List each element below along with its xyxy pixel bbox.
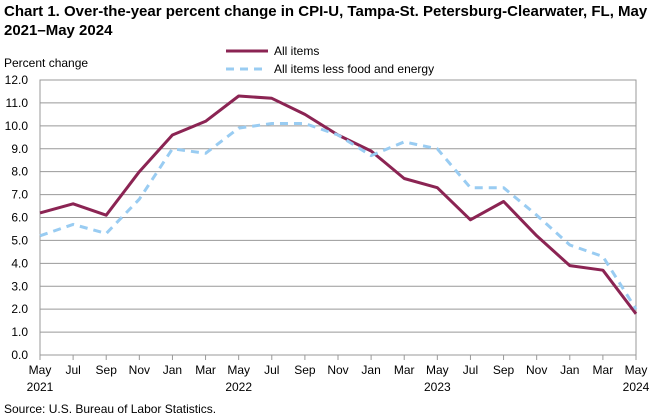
legend-label-core: All items less food and energy bbox=[274, 62, 434, 76]
legend: All items All items less food and energy bbox=[226, 44, 434, 76]
chart-title: Chart 1. Over-the-year percent change in… bbox=[4, 3, 648, 39]
x-tick-label: Mar bbox=[593, 363, 614, 377]
x-tick-label: Nov bbox=[526, 363, 547, 377]
x-tick-label: Jan bbox=[560, 363, 579, 377]
x-tick-label: Nov bbox=[327, 363, 348, 377]
x-year-label: 2022 bbox=[225, 380, 252, 394]
x-tick-label: May bbox=[29, 363, 52, 377]
x-tick-label: Sep bbox=[294, 363, 316, 377]
y-tick-label: 8.0 bbox=[11, 165, 28, 179]
x-tick-label: Jan bbox=[163, 363, 182, 377]
y-tick-label: 10.0 bbox=[5, 119, 29, 133]
x-tick-label: Jul bbox=[264, 363, 279, 377]
x-tick-label: Jul bbox=[463, 363, 478, 377]
y-axis-label: Percent change bbox=[4, 56, 88, 70]
y-tick-label: 12.0 bbox=[5, 73, 29, 87]
x-tick-label: May bbox=[227, 363, 250, 377]
y-tick-label: 11.0 bbox=[6, 96, 29, 110]
x-tick-label: Nov bbox=[129, 363, 150, 377]
x-year-label: 2024 bbox=[623, 380, 650, 394]
y-tick-label: 9.0 bbox=[11, 142, 28, 156]
y-tick-label: 2.0 bbox=[11, 302, 28, 316]
x-tick-label: Sep bbox=[96, 363, 118, 377]
legend-label-all-items: All items bbox=[274, 44, 319, 58]
x-tick-label: Jul bbox=[65, 363, 80, 377]
y-tick-label: 7.0 bbox=[11, 188, 28, 202]
x-tick-label: May bbox=[625, 363, 648, 377]
y-tick-label: 4.0 bbox=[11, 256, 28, 270]
y-tick-label: 5.0 bbox=[11, 233, 28, 247]
y-axis-tick-labels: 0.0 1.0 2.0 3.0 4.0 5.0 6.0 7.0 8.0 9.0 10.0 11.0 12… bbox=[5, 73, 29, 362]
x-tick-label: Jan bbox=[361, 363, 380, 377]
x-tick-label: Mar bbox=[394, 363, 415, 377]
y-tick-label: 0.0 bbox=[11, 348, 28, 362]
series-lines bbox=[39, 94, 638, 315]
y-tick-label: 1.0 bbox=[11, 325, 28, 339]
x-axis-tick-labels: May Jul Sep Nov Jan Mar May Jul Sep Nov Jan Mar May J… bbox=[27, 355, 650, 394]
x-tick-label: May bbox=[426, 363, 449, 377]
source-note: Source: U.S. Bureau of Labor Statistics. bbox=[4, 402, 217, 416]
gridlines bbox=[39, 79, 637, 356]
x-year-label: 2021 bbox=[27, 380, 54, 394]
x-tick-label: Sep bbox=[493, 363, 515, 377]
y-tick-label: 3.0 bbox=[11, 279, 28, 293]
y-tick-label: 6.0 bbox=[11, 211, 28, 225]
x-tick-label: Mar bbox=[195, 363, 216, 377]
series-line-all-items bbox=[39, 94, 638, 315]
x-year-label: 2023 bbox=[424, 380, 451, 394]
series-line-core bbox=[39, 122, 638, 310]
